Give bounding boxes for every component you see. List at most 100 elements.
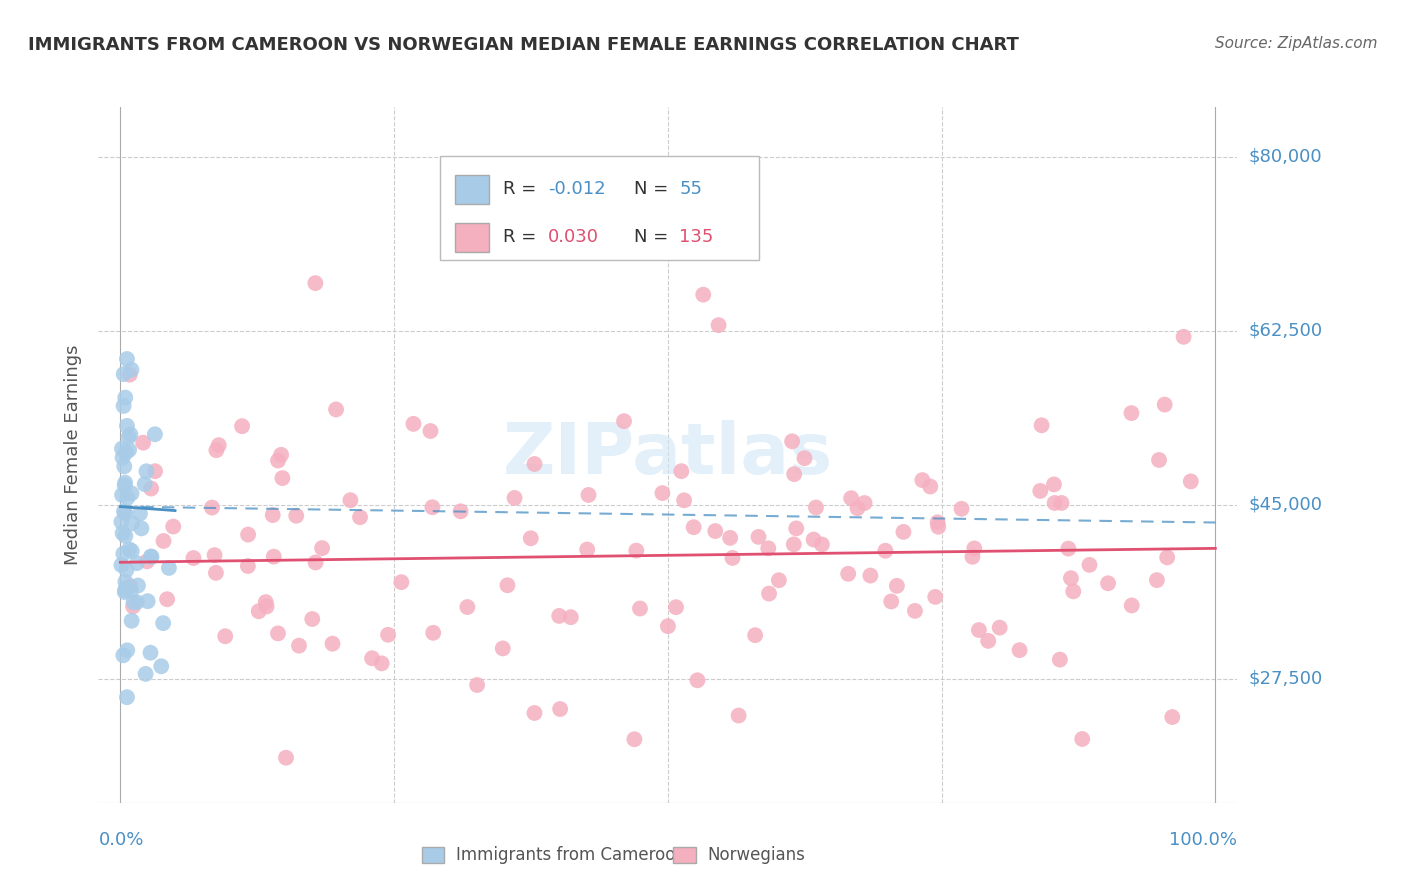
Text: 135: 135 <box>679 228 714 246</box>
Point <box>111 450 134 465</box>
Bar <box>456 175 489 203</box>
Point <box>1049 652 1071 666</box>
Point <box>131 521 153 535</box>
Point <box>118 542 141 557</box>
Point <box>125 556 148 570</box>
Point <box>924 590 946 604</box>
Point <box>339 493 361 508</box>
Point <box>121 614 143 628</box>
Point <box>349 510 371 524</box>
Point <box>682 520 704 534</box>
Text: 100.0%: 100.0% <box>1170 830 1237 848</box>
Point <box>139 646 162 660</box>
Point <box>120 427 142 442</box>
Point <box>1121 406 1143 420</box>
Point <box>110 558 132 572</box>
Point <box>389 575 412 590</box>
Point <box>201 500 224 515</box>
Point <box>121 516 143 531</box>
Point <box>520 531 543 545</box>
Point <box>117 491 139 505</box>
Point <box>785 521 807 535</box>
Point <box>325 402 347 417</box>
Point <box>110 515 132 529</box>
Point <box>718 531 741 545</box>
Point <box>114 585 136 599</box>
Text: Norwegians: Norwegians <box>707 847 806 864</box>
Point <box>626 543 648 558</box>
Point <box>1121 599 1143 613</box>
Point <box>1057 541 1080 556</box>
Point <box>112 648 135 663</box>
Point <box>623 732 645 747</box>
Point <box>1180 475 1202 489</box>
Point <box>1173 330 1195 344</box>
Point <box>115 418 138 433</box>
Point <box>859 568 882 582</box>
Point <box>136 554 159 568</box>
Text: $80,000: $80,000 <box>1249 148 1322 166</box>
Point <box>301 612 323 626</box>
Point <box>804 500 827 515</box>
Text: 55: 55 <box>679 180 702 198</box>
Point <box>758 586 780 600</box>
Point <box>136 594 159 608</box>
Point <box>115 643 138 657</box>
Point <box>157 561 180 575</box>
Point <box>402 417 425 431</box>
Point <box>783 537 806 551</box>
Point <box>118 368 141 382</box>
Point <box>927 520 949 534</box>
Point <box>361 651 384 665</box>
Point <box>780 434 803 449</box>
Point <box>721 550 744 565</box>
Point <box>112 399 135 413</box>
Point <box>183 551 205 566</box>
Point <box>756 541 779 556</box>
Point <box>267 453 290 467</box>
Point <box>560 610 582 624</box>
FancyBboxPatch shape <box>440 156 759 260</box>
Point <box>1031 418 1053 433</box>
Point <box>143 464 166 478</box>
Text: N =: N = <box>634 180 673 198</box>
Point <box>236 559 259 574</box>
Point <box>846 501 869 516</box>
Point <box>962 549 984 564</box>
Text: N =: N = <box>634 228 673 246</box>
Point <box>114 529 136 543</box>
Point <box>1156 550 1178 565</box>
Point <box>117 430 139 444</box>
Point <box>152 616 174 631</box>
Point <box>114 478 136 492</box>
Point <box>120 363 142 377</box>
Point <box>114 391 136 405</box>
Point <box>121 544 143 558</box>
Point <box>120 583 142 598</box>
Point <box>271 471 294 485</box>
Point <box>811 537 834 551</box>
Point <box>1062 584 1084 599</box>
Point <box>288 639 311 653</box>
Point <box>1008 643 1031 657</box>
Point <box>911 473 934 487</box>
Point <box>496 578 519 592</box>
Point <box>1029 483 1052 498</box>
Point <box>285 508 308 523</box>
Point <box>256 599 278 614</box>
Point <box>112 459 135 474</box>
Point <box>1153 398 1175 412</box>
Text: IMMIGRANTS FROM CAMEROON VS NORWEGIAN MEDIAN FEMALE EARNINGS CORRELATION CHART: IMMIGRANTS FROM CAMEROON VS NORWEGIAN ME… <box>28 36 1019 54</box>
Point <box>129 507 152 521</box>
Point <box>768 573 790 587</box>
Y-axis label: Median Female Earnings: Median Female Earnings <box>65 344 83 566</box>
Point <box>112 547 135 561</box>
Point <box>205 443 228 458</box>
Point <box>707 318 730 332</box>
Point <box>744 628 766 642</box>
Point <box>254 595 277 609</box>
Point <box>270 448 292 462</box>
Point <box>523 457 546 471</box>
Point <box>1060 571 1083 585</box>
Point <box>492 641 515 656</box>
